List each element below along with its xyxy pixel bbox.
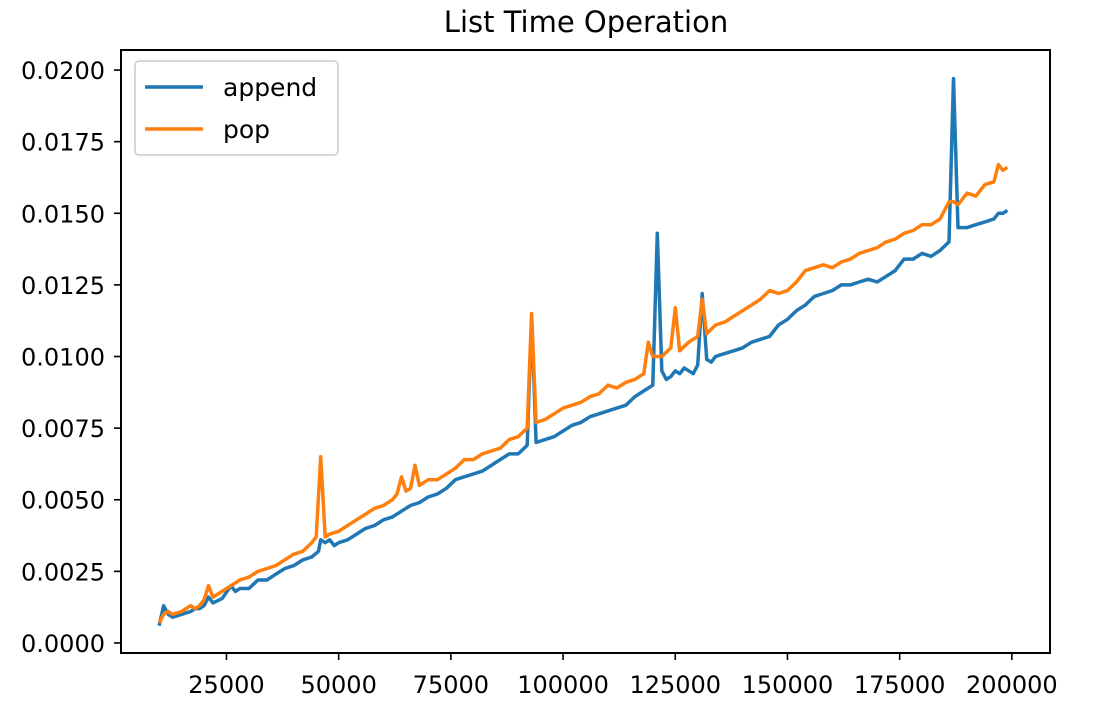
y-tick-label: 0.0150 (21, 200, 105, 228)
y-tick-label: 0.0050 (21, 487, 105, 515)
series-line-pop (157, 162, 1009, 624)
y-tick-label: 0.0100 (21, 344, 105, 372)
x-axis: 25000 50000 75000 100000 125000 150000 175000 2… (188, 653, 1058, 699)
legend-pop-label: pop (223, 115, 270, 144)
y-tick-label: 0.0125 (21, 272, 105, 300)
x-tick-label: 25000 (188, 671, 264, 699)
x-tick-label: 125000 (629, 671, 721, 699)
x-tick-label: 200000 (966, 671, 1058, 699)
x-tick-label: 50000 (300, 671, 376, 699)
x-tick-label: 175000 (854, 671, 946, 699)
series-layer (157, 76, 1009, 627)
legend-box (134, 60, 339, 156)
y-axis: 0.0000 0.0025 0.0050 0.0075 0.0100 0.0125 0.01… (21, 57, 121, 658)
x-tick-label: 100000 (517, 671, 609, 699)
y-tick-label: 0.0175 (21, 129, 105, 157)
y-tick-label: 0.0200 (21, 57, 105, 85)
legend: append pop (134, 60, 339, 156)
y-tick-label: 0.0025 (21, 558, 105, 586)
chart-title: List Time Operation (444, 5, 728, 39)
x-tick-label: 150000 (742, 671, 834, 699)
x-tick-label: 75000 (413, 671, 489, 699)
series-line-append (157, 76, 1009, 627)
y-tick-label: 0.0075 (21, 415, 105, 443)
legend-append-label: append (223, 73, 317, 102)
plot-frame (120, 49, 1051, 654)
y-tick-label: 0.0000 (21, 630, 105, 658)
